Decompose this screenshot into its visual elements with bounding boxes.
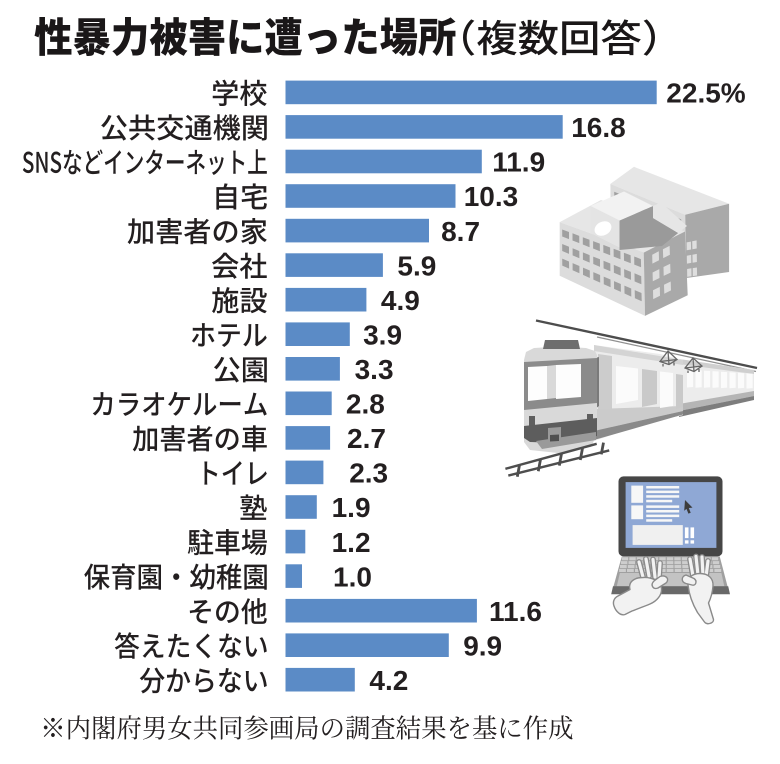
svg-text:4.9: 4.9	[381, 285, 420, 316]
svg-text:16.8: 16.8	[571, 112, 626, 143]
svg-text:10.3: 10.3	[464, 181, 519, 212]
svg-text:4.2: 4.2	[369, 665, 408, 696]
svg-text:1.2: 1.2	[332, 527, 371, 558]
svg-text:11.9: 11.9	[492, 147, 545, 178]
svg-text:2.3: 2.3	[349, 458, 388, 489]
svg-text:3.9: 3.9	[363, 319, 402, 350]
svg-text:1.0: 1.0	[333, 561, 372, 592]
svg-text:5.9: 5.9	[397, 250, 436, 281]
svg-text:9.9: 9.9	[463, 630, 502, 661]
svg-text:22.5%: 22.5%	[666, 78, 745, 109]
svg-text:11.6: 11.6	[489, 596, 542, 627]
svg-text:8.7: 8.7	[441, 216, 480, 247]
svg-text:2.7: 2.7	[347, 423, 386, 454]
svg-text:2.8: 2.8	[346, 389, 385, 420]
svg-text:1.9: 1.9	[332, 492, 371, 523]
svg-text:3.3: 3.3	[355, 354, 394, 385]
